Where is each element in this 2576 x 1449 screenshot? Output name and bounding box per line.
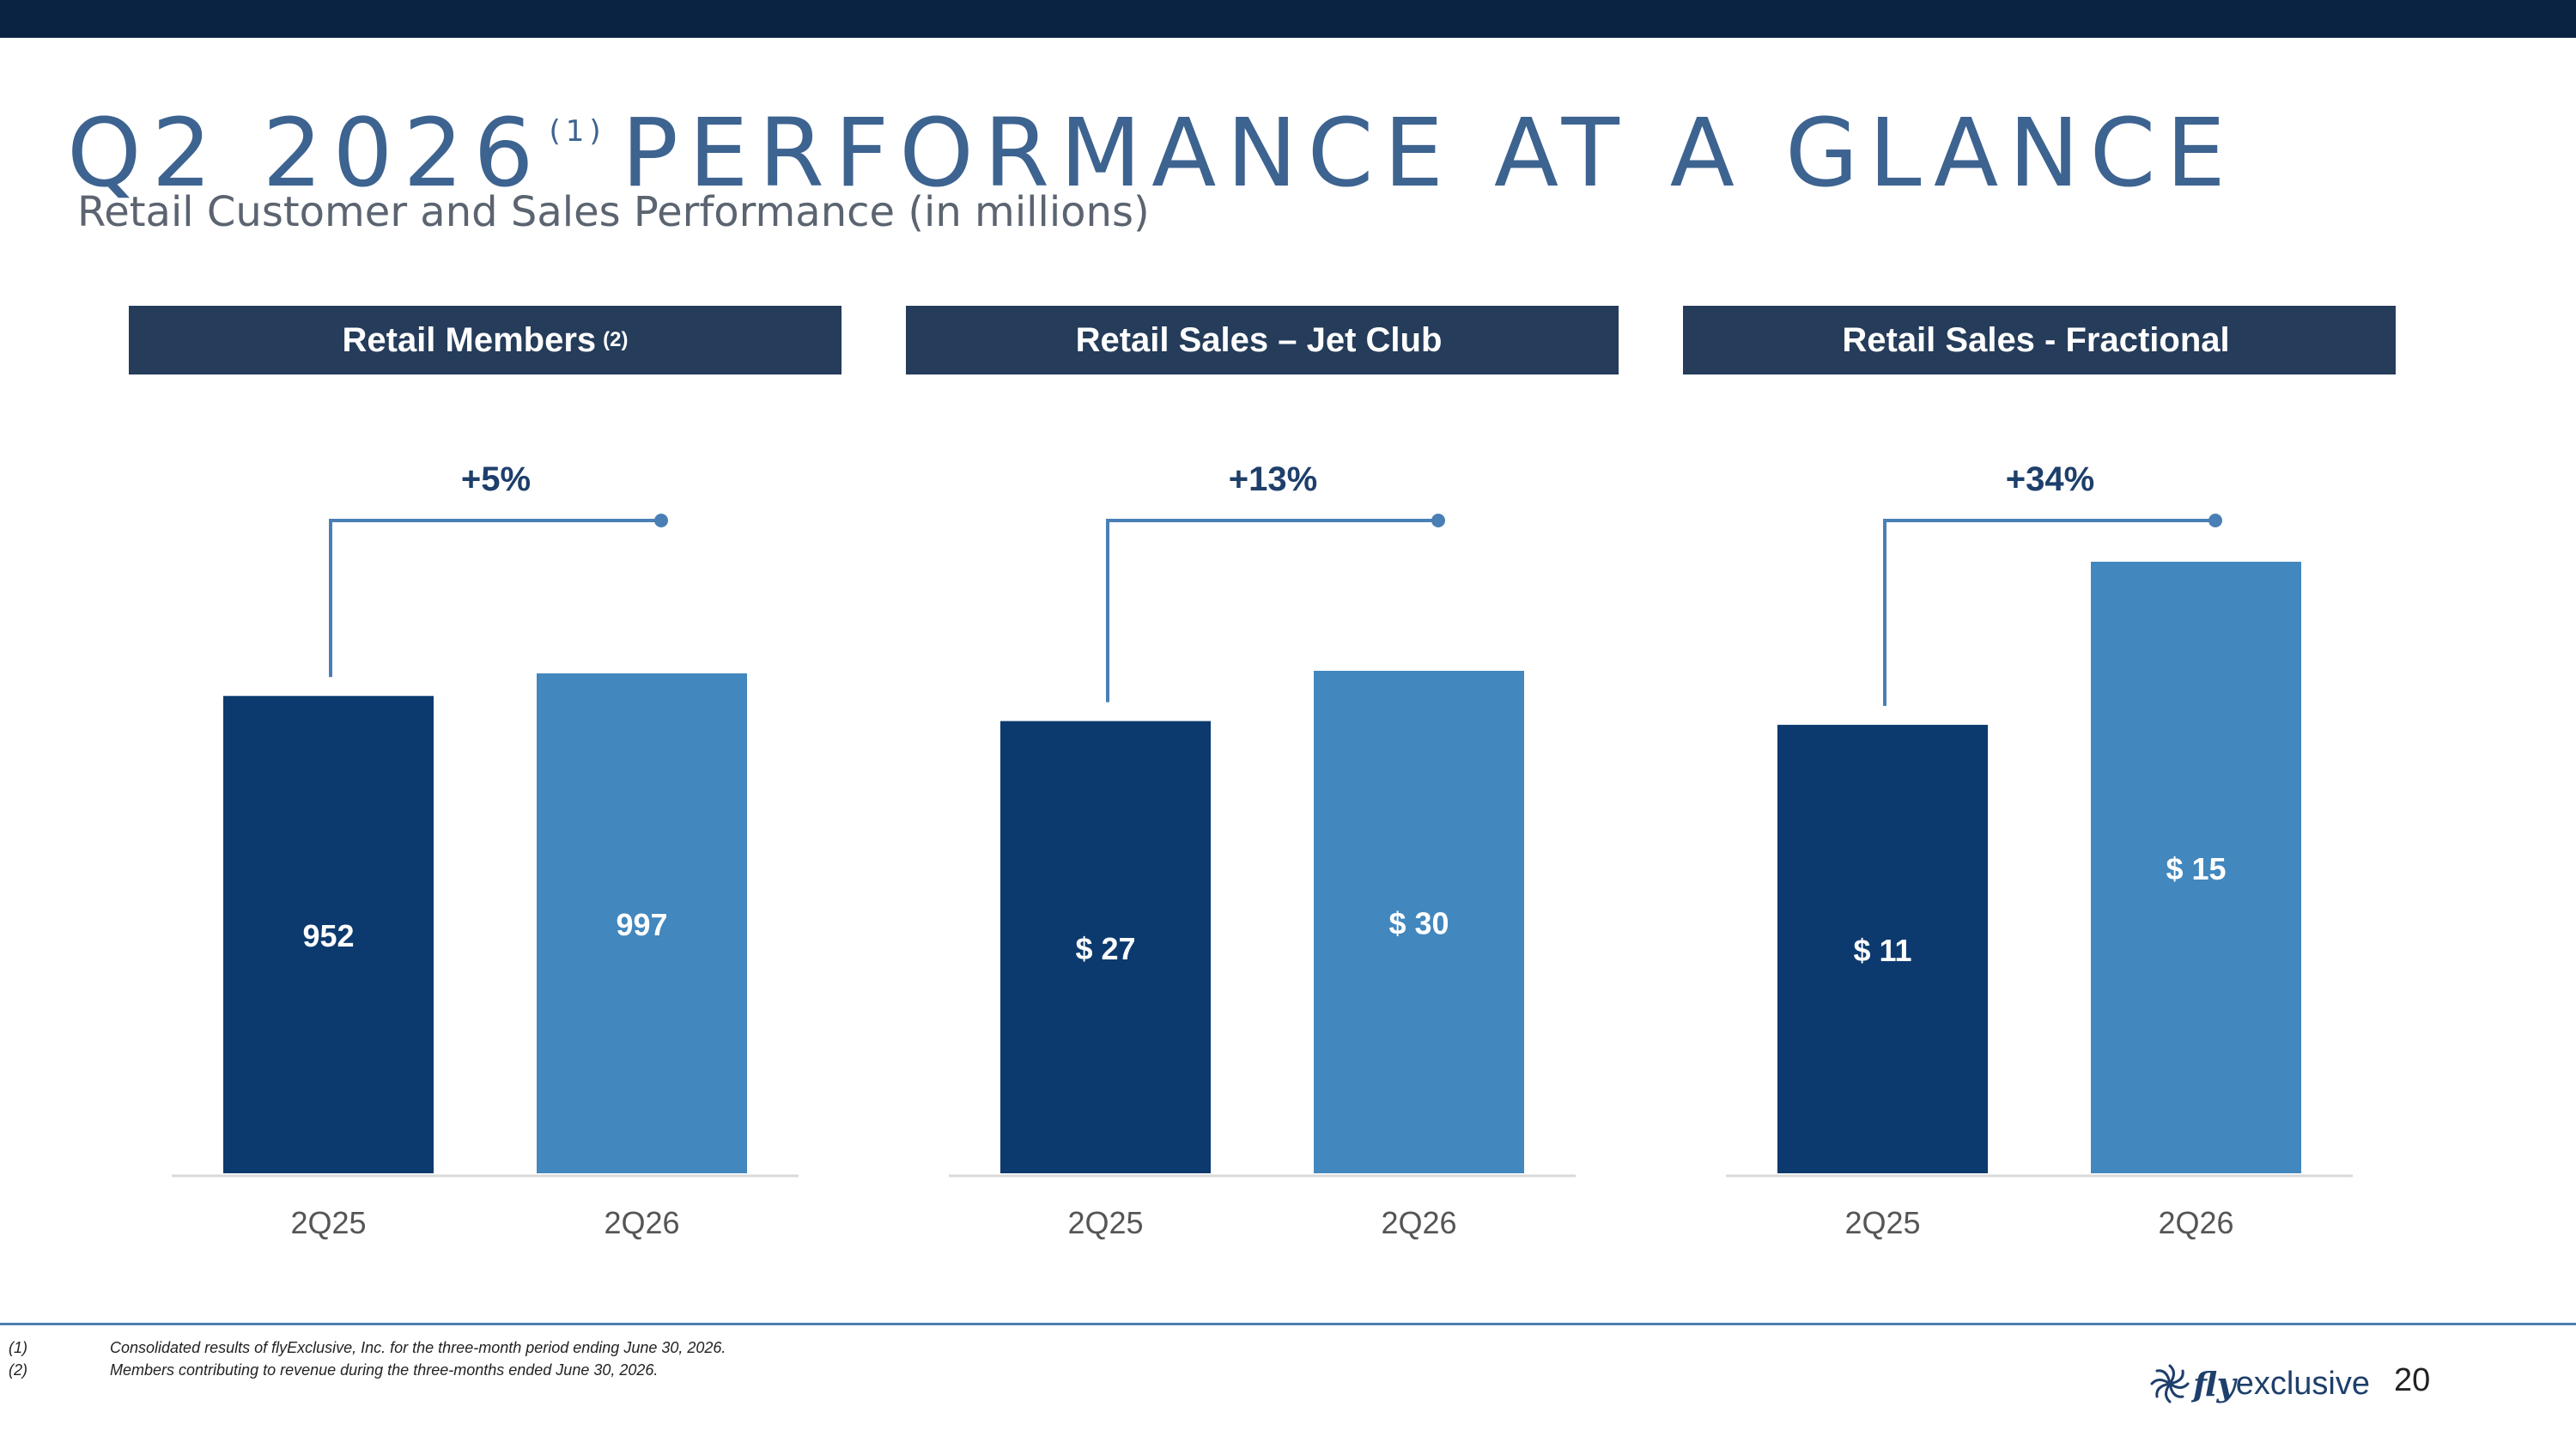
x-tick-label: 2Q26 — [2158, 1205, 2233, 1240]
connector-dot — [2208, 514, 2222, 527]
title-main: Q2 2026 — [67, 98, 544, 208]
x-tick-label: 2Q26 — [604, 1205, 679, 1240]
footnote-number: (2) — [9, 1361, 27, 1379]
bar-2Q25 — [1777, 724, 1988, 1173]
top-banner — [0, 0, 2576, 38]
data-label: 997 — [616, 907, 667, 942]
connector-dot — [1431, 514, 1445, 527]
panel-title: Retail Sales - Fractional — [1842, 320, 2230, 359]
connector-dot — [654, 514, 668, 527]
growth-percentage: +5% — [461, 460, 531, 498]
x-tick-label: 2Q25 — [1844, 1205, 1920, 1240]
footnote-number: (1) — [9, 1339, 27, 1356]
brand-name-fly: fly — [2193, 1364, 2236, 1403]
data-label: $ 30 — [1388, 906, 1449, 941]
growth-connector — [1106, 519, 1438, 703]
footnote-2: (2) Members contributing to revenue durin… — [9, 1361, 658, 1379]
page-subtitle: Retail Customer and Sales Performance (i… — [77, 188, 1150, 236]
bar-2Q25 — [1000, 721, 1211, 1173]
page-title: Q2 2026 (1) PERFORMANCE AT A GLANCE — [67, 76, 2236, 209]
data-label: 952 — [302, 918, 354, 953]
bar-2Q25 — [223, 696, 434, 1173]
growth-connector — [1883, 519, 2215, 706]
footnote-1: (1) Consolidated results of flyExclusive,… — [9, 1338, 726, 1357]
data-label: $ 11 — [1853, 933, 1911, 968]
growth-percentage: +34% — [2006, 460, 2094, 498]
panel-title: Retail Members — [342, 320, 597, 359]
bar-2Q26 — [2091, 562, 2301, 1173]
data-label: $ 27 — [1075, 931, 1135, 966]
data-label: $ 15 — [2166, 851, 2226, 886]
chart-panel-retail-sales-fractional: Retail Sales - Fractional $ 11 2Q25 $ 15 2Q… — [1683, 306, 2396, 1294]
panel-header: Retail Sales - Fractional — [1683, 306, 2396, 374]
chart-panel-retail-members: Retail Members (2) 952 2Q25 997 2Q26 +5% — [129, 306, 841, 1294]
bar-2Q26 — [537, 673, 747, 1173]
brand-name-exclusive: exclusive — [2235, 1365, 2371, 1402]
propeller-logo-icon — [2150, 1364, 2190, 1403]
title-rest: PERFORMANCE AT A GLANCE — [621, 98, 2236, 208]
bar-chart: $ 11 2Q25 $ 15 2Q26 +34% — [1726, 460, 2353, 1240]
brand-logo: fly exclusive — [2147, 1361, 2370, 1407]
panel-header: Retail Sales – Jet Club — [906, 306, 1619, 374]
title-footnote-ref: (1) — [549, 114, 606, 149]
panel-title-footnote-ref: (2) — [603, 328, 629, 351]
x-tick-label: 2Q25 — [1067, 1205, 1143, 1240]
page-number: 20 — [2394, 1362, 2431, 1398]
x-tick-label: 2Q26 — [1381, 1205, 1456, 1240]
bar-2Q26 — [1314, 671, 1524, 1173]
bar-chart: 952 2Q25 997 2Q26 +5% — [172, 460, 799, 1240]
chart-panel-retail-sales-jet-club: Retail Sales – Jet Club $ 27 2Q25 $ 30 2Q26… — [906, 306, 1619, 1294]
bar-chart: $ 27 2Q25 $ 30 2Q26 +13% — [949, 460, 1576, 1240]
growth-percentage: +13% — [1229, 460, 1317, 498]
footer-divider — [0, 1323, 2576, 1325]
footnote-text: Members contributing to revenue during t… — [110, 1361, 659, 1379]
panel-title: Retail Sales – Jet Club — [1075, 320, 1443, 359]
growth-connector — [329, 519, 661, 678]
x-tick-label: 2Q25 — [290, 1205, 366, 1240]
panel-header: Retail Members (2) — [129, 306, 841, 374]
footnote-text: Consolidated results of flyExclusive, In… — [110, 1339, 726, 1356]
